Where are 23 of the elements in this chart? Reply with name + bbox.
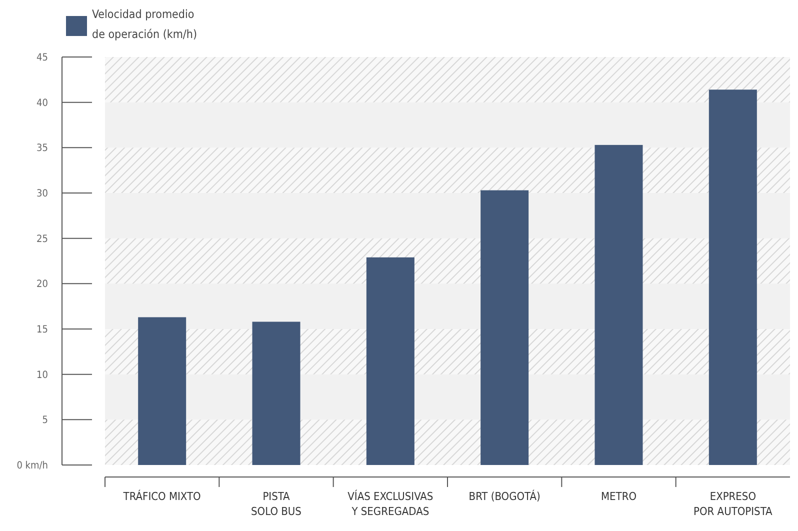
y-tick-label: 15 [36, 324, 48, 336]
bar [480, 190, 529, 465]
legend-label: Velocidad promedio de operación (km/h) [92, 7, 198, 41]
y-tick-label: 30 [36, 188, 48, 200]
x-tick-label: PISTA SOLO BUS [251, 490, 302, 518]
bar [138, 317, 186, 465]
x-tick-label: EXPRESO POR AUTOPISTA [694, 490, 773, 518]
x-tick-label: METRO [601, 490, 637, 503]
x-tick-label: TRÁFICO MIXTO [122, 489, 202, 503]
y-tick-label: 5 [42, 415, 48, 426]
y-tick-label: 35 [36, 143, 48, 154]
x-tick-label: BRT (BOGOTÁ) [468, 489, 540, 503]
bar [252, 322, 300, 465]
bar [594, 144, 643, 465]
y-tick-label: 20 [36, 279, 48, 290]
y-tick-label: 45 [36, 52, 48, 64]
bar [366, 257, 414, 465]
y-tick-label: 0 km/h [16, 460, 48, 472]
y-tick-label: 40 [36, 98, 48, 109]
x-tick-label: VÍAS EXCLUSIVAS Y SEGREGADAS [348, 489, 434, 518]
y-tick-label: 10 [36, 370, 48, 381]
y-tick-label: 25 [36, 234, 48, 245]
bar [708, 90, 757, 465]
